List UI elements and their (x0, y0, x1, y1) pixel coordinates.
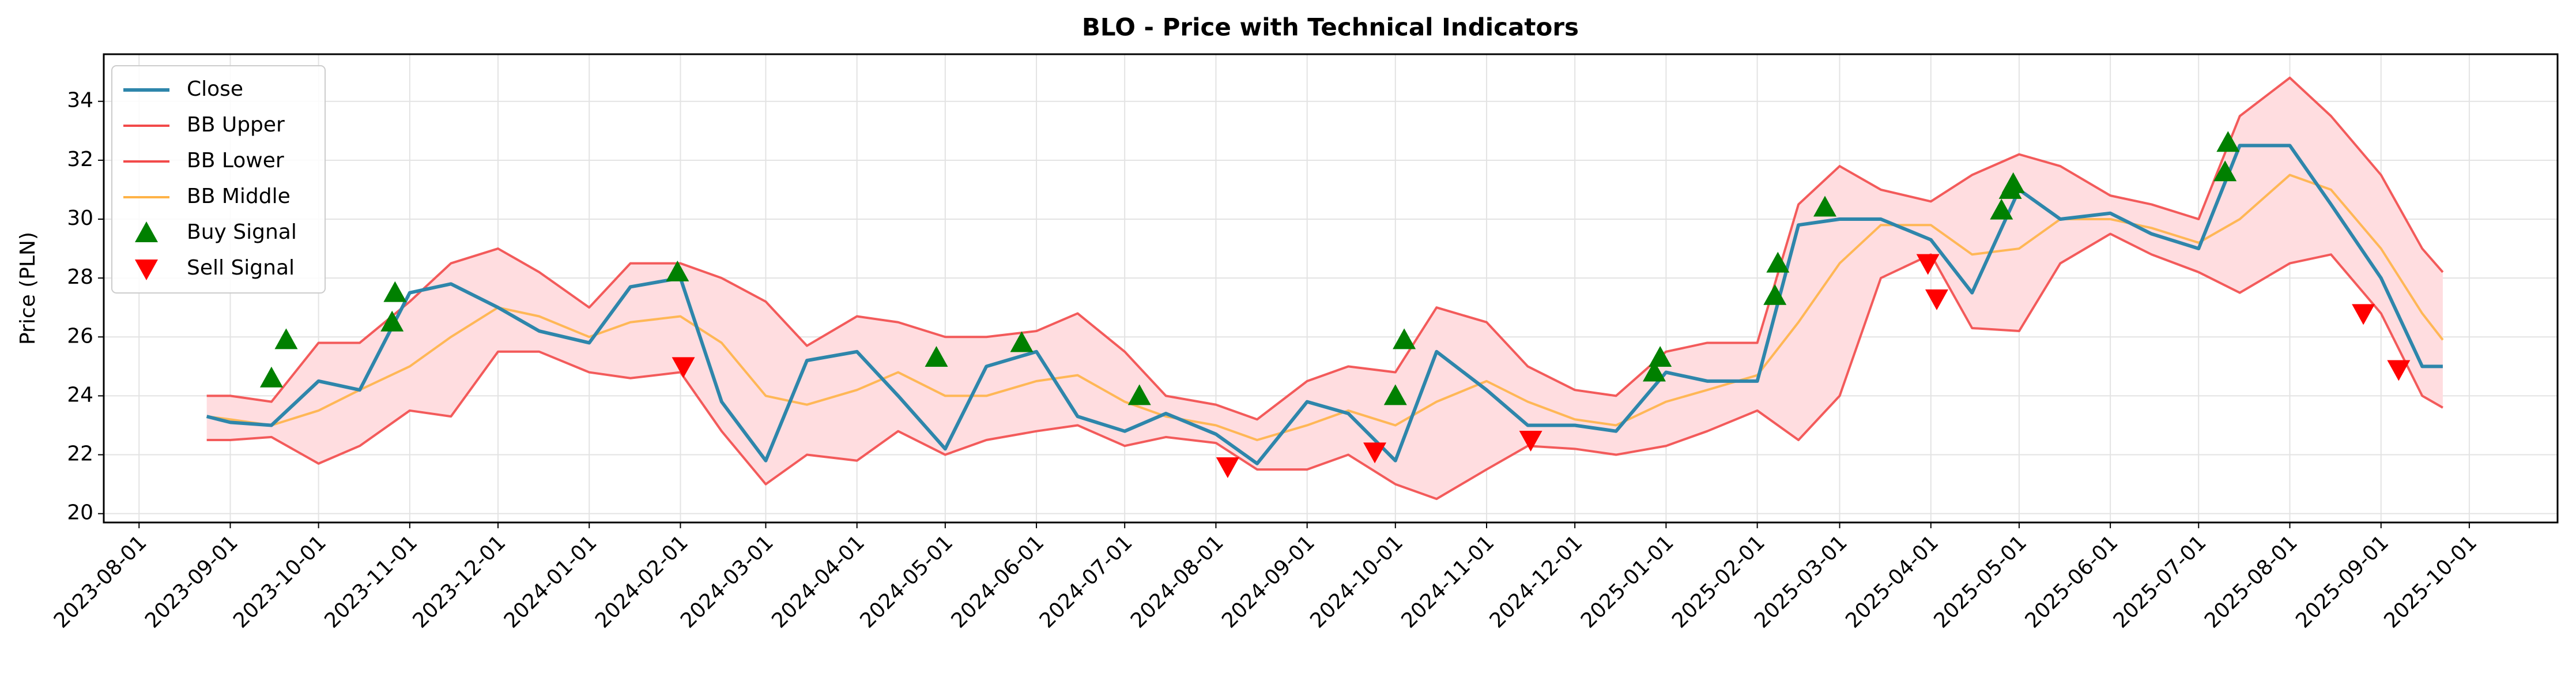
legend-label: BB Lower (187, 149, 284, 172)
signal-marker (925, 346, 948, 367)
legend-label: BB Middle (187, 185, 291, 208)
x-tick-label: 2024-05-01 (855, 531, 957, 633)
x-tick-label: 2023-09-01 (141, 531, 243, 633)
y-tick-label: 30 (67, 206, 93, 230)
signal-marker (1127, 384, 1151, 405)
signal-marker (1916, 254, 1940, 275)
y-tick-label: 28 (67, 265, 93, 289)
y-tick-label: 34 (67, 89, 93, 112)
signal-marker (1383, 384, 1407, 405)
x-tick-label: 2024-04-01 (767, 531, 869, 633)
x-tick-label: 2023-12-01 (408, 531, 510, 633)
legend-marker (135, 260, 158, 280)
signal-marker (380, 310, 404, 332)
signal-marker (672, 357, 695, 378)
signal-marker (1393, 328, 1416, 349)
signal-marker (1642, 360, 1666, 382)
signal-marker (1363, 442, 1387, 464)
signal-marker (1813, 195, 1837, 217)
signal-marker (1216, 457, 1239, 478)
signal-marker (2213, 160, 2237, 182)
signal-marker (1649, 346, 1672, 367)
legend-marker (135, 221, 158, 242)
x-tick-label: 2024-06-01 (947, 531, 1049, 633)
signal-marker (1763, 284, 1787, 305)
signal-marker (2352, 304, 2375, 325)
signal-marker (259, 366, 283, 388)
y-tick-label: 22 (67, 442, 93, 466)
x-tick-label: 2025-01-01 (1576, 531, 1679, 633)
x-tick-label: 2025-08-01 (2200, 531, 2302, 633)
x-tick-label: 2024-09-01 (1217, 531, 1319, 633)
x-tick-label: 2023-08-01 (50, 531, 152, 633)
y-tick-label: 20 (67, 501, 93, 525)
x-tick-label: 2024-01-01 (500, 531, 602, 633)
line (206, 232, 2443, 501)
signal-marker (1990, 198, 2013, 220)
legend-label: Buy Signal (187, 220, 297, 244)
x-tick-label: 2024-07-01 (1035, 531, 1137, 633)
x-tick-label: 2025-06-01 (2021, 531, 2123, 633)
legend-box (111, 65, 326, 294)
x-tick-label: 2023-11-01 (320, 531, 422, 633)
chart-title: BLO - Price with Technical Indicators (1082, 13, 1579, 42)
line (206, 76, 2444, 421)
legend-label: Close (187, 77, 243, 101)
signal-marker (383, 281, 407, 302)
line (206, 144, 2443, 465)
y-axis-label: Price (PLN) (16, 232, 40, 345)
y-tick-label: 32 (67, 148, 93, 171)
signal-marker (1010, 331, 1034, 352)
x-tick-label: 2025-05-01 (1929, 531, 2031, 633)
y-tick-label: 26 (67, 324, 93, 348)
signal-marker (1519, 431, 1542, 452)
x-tick-label: 2025-09-01 (2291, 531, 2393, 633)
line (206, 174, 2444, 442)
x-tick-label: 2024-12-01 (1485, 531, 1587, 633)
signal-marker (274, 328, 298, 349)
x-tick-label: 2024-10-01 (1306, 531, 1408, 633)
x-tick-label: 2024-03-01 (676, 531, 778, 633)
signal-marker (1766, 251, 1790, 273)
axes-frame (103, 53, 2559, 524)
signal-marker (666, 260, 689, 281)
x-tick-label: 2025-07-01 (2109, 531, 2211, 633)
band-fill (206, 77, 2443, 499)
x-tick-label: 2025-10-01 (2379, 531, 2481, 633)
signal-marker (2387, 360, 2411, 381)
x-tick-label: 2024-11-01 (1397, 531, 1499, 633)
legend-label: BB Upper (187, 113, 285, 137)
x-tick-label: 2023-10-01 (229, 531, 331, 633)
y-tick-label: 24 (67, 383, 93, 407)
signal-marker (2216, 131, 2240, 152)
signal-marker (1925, 289, 1948, 310)
signal-marker (2001, 172, 2025, 193)
x-tick-label: 2025-04-01 (1841, 531, 1943, 633)
x-tick-label: 2024-08-01 (1126, 531, 1228, 633)
legend-label: Sell Signal (187, 256, 295, 280)
